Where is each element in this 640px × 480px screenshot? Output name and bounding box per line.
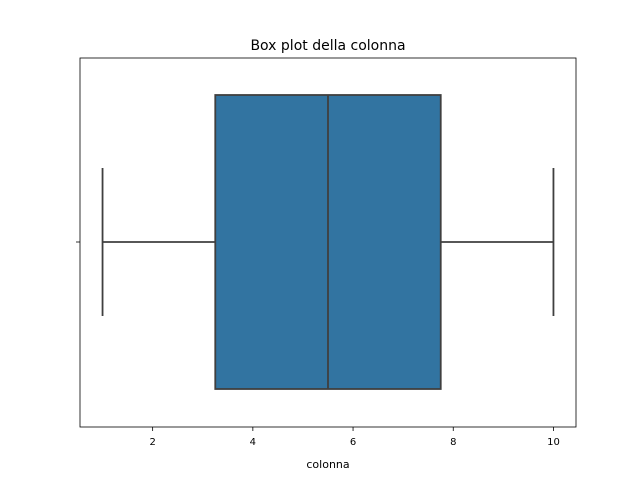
x-tick-label: 6 — [350, 437, 356, 448]
x-tick-label: 8 — [450, 437, 456, 448]
x-axis-title: colonna — [306, 458, 349, 471]
axes-frame — [79, 57, 577, 428]
x-tick-label: 2 — [149, 437, 155, 448]
plot-area: 2 4 6 8 10 — [76, 57, 577, 448]
chart-title: Box plot della colonna — [250, 38, 405, 54]
x-tick-label: 4 — [250, 437, 256, 448]
x-tick-label: 10 — [547, 437, 560, 448]
